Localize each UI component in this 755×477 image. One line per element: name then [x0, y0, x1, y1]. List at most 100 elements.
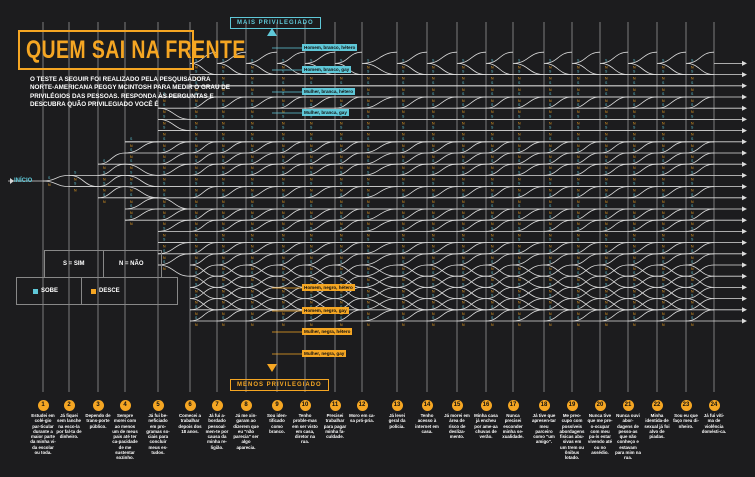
- marker-n-7-19: N: [251, 278, 254, 282]
- marker-s-13-13: S: [432, 204, 435, 208]
- path-up-14-21: [456, 287, 487, 299]
- marker-n-6-4: N: [222, 110, 225, 114]
- marker-n-21-6: N: [662, 133, 665, 137]
- marker-n-2-2: N: [103, 189, 106, 193]
- marker-s-8-2: S: [282, 81, 285, 85]
- marker-s-18-14: S: [577, 215, 580, 219]
- marker-n-19-6: N: [605, 133, 608, 137]
- path-down-0-0: [42, 180, 70, 187]
- marker-n-13-9: N: [432, 166, 435, 170]
- marker-n-22-11: N: [691, 189, 694, 193]
- marker-s-8-3: S: [282, 92, 285, 96]
- marker-n-21-3: N: [662, 99, 665, 103]
- marker-n-21-1: N: [662, 77, 665, 81]
- marker-s-22-23: S: [691, 316, 694, 320]
- marker-s-5-0: S: [195, 58, 198, 62]
- marker-n-17-3: N: [549, 99, 552, 103]
- marker-n-4-1: N: [163, 110, 166, 114]
- marker-n-9-14: N: [310, 222, 313, 226]
- path-up-14-20: [456, 275, 487, 288]
- path-up-5-20: [189, 275, 218, 288]
- marker-n-22-13: N: [691, 211, 694, 215]
- marker-s-10-17: S: [340, 249, 343, 253]
- marker-n-7-15: N: [251, 233, 254, 237]
- path-up-6-19: [216, 264, 247, 277]
- marker-n-21-9: N: [662, 166, 665, 170]
- marker-n-19-19: N: [605, 278, 608, 282]
- marker-s-11-21: S: [367, 294, 370, 298]
- marker-n-5-9: N: [195, 166, 198, 170]
- marker-n-5-22: N: [195, 312, 198, 316]
- marker-s-9-11: S: [310, 182, 313, 186]
- marker-s-17-2: S: [549, 81, 552, 85]
- marker-n-16-18: N: [518, 267, 521, 271]
- marker-s-15-10: S: [491, 170, 494, 174]
- end-arrow-21: [742, 296, 747, 302]
- marker-n-6-6: N: [222, 133, 225, 137]
- marker-s-12-21: S: [402, 294, 405, 298]
- marker-n-20-13: N: [633, 211, 636, 215]
- marker-s-19-23: S: [605, 316, 608, 320]
- marker-s-18-1: S: [577, 70, 580, 74]
- marker-n-15-2: N: [491, 88, 494, 92]
- marker-s-10-8: S: [340, 148, 343, 152]
- marker-s-17-21: S: [549, 294, 552, 298]
- marker-n-19-13: N: [605, 211, 608, 215]
- marker-s-19-4: S: [605, 103, 608, 107]
- marker-n-10-11: N: [340, 189, 343, 193]
- legend-sim: S = SIM: [63, 261, 85, 267]
- marker-n-16-21: N: [518, 301, 521, 305]
- marker-n-12-6: N: [402, 133, 405, 137]
- marker-s-12-14: S: [402, 215, 405, 219]
- marker-n-4-7: N: [163, 177, 166, 181]
- path-up-7-20: [245, 275, 278, 288]
- marker-n-16-3: N: [518, 99, 521, 103]
- marker-s-22-3: S: [691, 92, 694, 96]
- marker-s-20-20: S: [633, 282, 636, 286]
- marker-n-15-7: N: [491, 144, 494, 148]
- marker-s-20-10: S: [633, 170, 636, 174]
- marker-n-8-16: N: [282, 245, 285, 249]
- marker-n-6-17: N: [222, 256, 225, 260]
- question-text-1: Estudei em colé-gio par-ticular durante …: [30, 413, 56, 456]
- marker-n-8-2: N: [282, 88, 285, 92]
- marker-n-14-1: N: [462, 77, 465, 81]
- marker-s-19-10: S: [605, 170, 608, 174]
- end-arrow-3: [742, 94, 747, 100]
- marker-s-19-3: S: [605, 92, 608, 96]
- marker-s-12-1: S: [402, 70, 405, 74]
- marker-n-19-4: N: [605, 110, 608, 114]
- marker-s-2-1: S: [103, 170, 106, 174]
- marker-n-13-18: N: [432, 267, 435, 271]
- marker-n-18-3: N: [577, 99, 580, 103]
- marker-s-13-17: S: [432, 249, 435, 253]
- marker-s-9-23: S: [310, 316, 313, 320]
- marker-s-8-17: S: [282, 249, 285, 253]
- question-text-10: Tenho proble-mas em ser visto em casa, d…: [292, 413, 318, 445]
- marker-s-14-22: S: [462, 305, 465, 309]
- marker-n-20-22: N: [633, 312, 636, 316]
- legend-nao: N = NÃO: [119, 261, 144, 267]
- profile-bottom-3: Mulher, negra, gay: [302, 350, 347, 357]
- marker-n-15-3: N: [491, 99, 494, 103]
- marker-n-8-22: N: [282, 312, 285, 316]
- question-number-5: 5: [152, 400, 164, 411]
- marker-n-16-8: N: [518, 155, 521, 159]
- marker-n-18-4: N: [577, 110, 580, 114]
- marker-s-18-9: S: [577, 159, 580, 163]
- marker-s-14-8: S: [462, 148, 465, 152]
- marker-n-21-11: N: [662, 189, 665, 193]
- marker-n-13-3: N: [432, 99, 435, 103]
- marker-s-14-23: S: [462, 316, 465, 320]
- marker-n-10-8: N: [340, 155, 343, 159]
- marker-n-17-11: N: [549, 189, 552, 193]
- marker-n-17-15: N: [549, 233, 552, 237]
- marker-n-13-0: N: [432, 65, 435, 69]
- marker-s-10-11: S: [340, 182, 343, 186]
- marker-n-12-2: N: [402, 88, 405, 92]
- marker-s-20-18: S: [633, 260, 636, 264]
- marker-n-11-1: N: [367, 77, 370, 81]
- profile-top-1: Homem, branco, gay: [302, 66, 352, 73]
- marker-n-14-23: N: [462, 323, 465, 327]
